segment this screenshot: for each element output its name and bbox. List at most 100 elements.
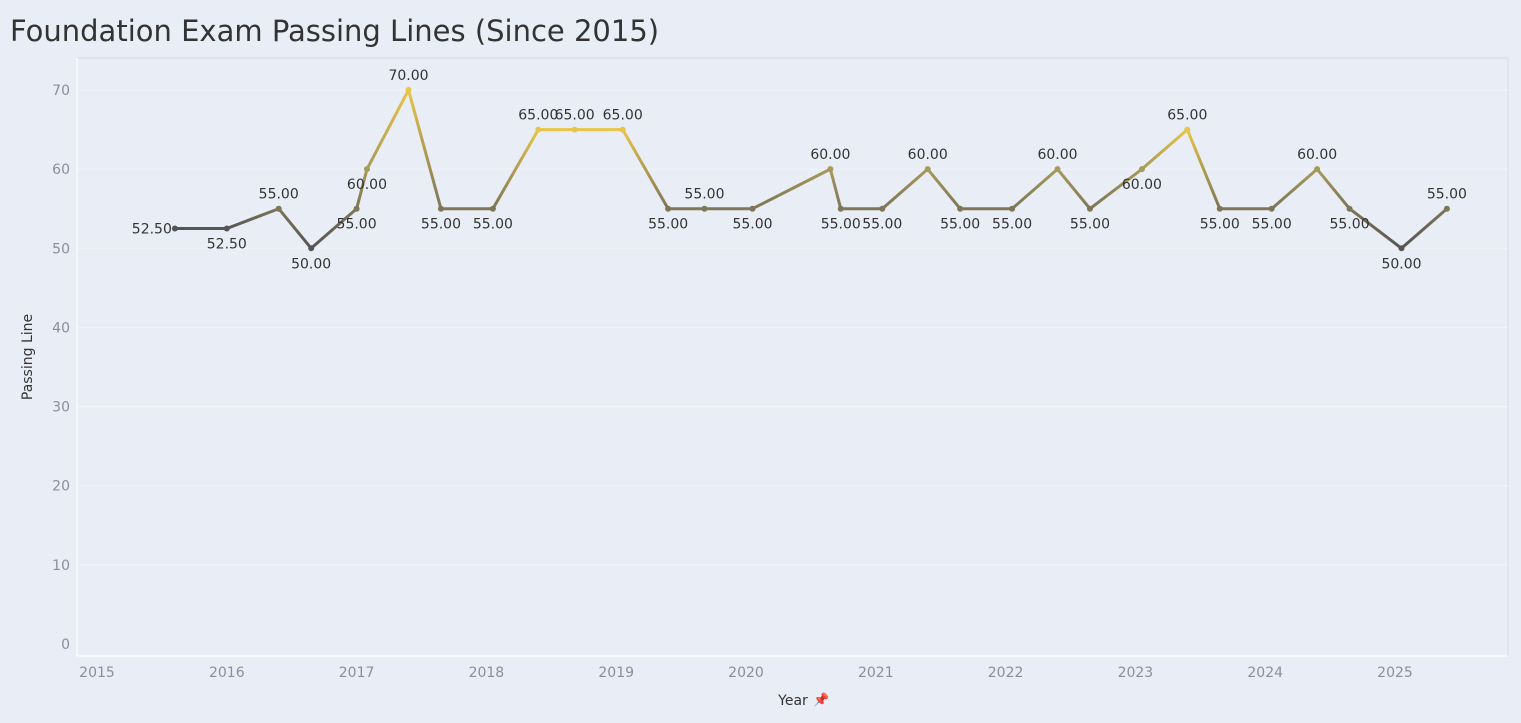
data-label: 60.00 [908, 147, 948, 163]
data-label: 52.50 [207, 237, 247, 253]
series-segment [1270, 167, 1319, 211]
data-point[interactable] [223, 225, 230, 232]
data-label: 65.00 [555, 108, 595, 124]
data-label: 65.00 [603, 108, 643, 124]
data-point[interactable] [489, 205, 496, 212]
y-axis-title: Passing Line [20, 314, 36, 400]
x-tick-label: 2025 [1377, 665, 1413, 681]
data-point[interactable] [924, 166, 931, 173]
y-tick-label: 0 [61, 637, 70, 653]
x-tick-label: 2016 [209, 665, 245, 681]
series-segment [1315, 167, 1352, 211]
data-label: 55.00 [259, 187, 299, 203]
x-tick-label: 2017 [339, 665, 375, 681]
data-label: 60.00 [1037, 147, 1077, 163]
data-point[interactable] [1268, 205, 1275, 212]
data-point[interactable] [1443, 205, 1450, 212]
data-point[interactable] [535, 126, 542, 133]
x-tick-label: 2020 [728, 665, 764, 681]
series-segment [309, 207, 359, 250]
data-point[interactable] [837, 205, 844, 212]
data-point[interactable] [571, 126, 578, 133]
series-segment [750, 167, 832, 211]
data-point[interactable] [749, 205, 756, 212]
data-label: 50.00 [291, 256, 331, 272]
data-point[interactable] [1054, 166, 1061, 173]
data-point[interactable] [665, 205, 672, 212]
data-point[interactable] [879, 205, 886, 212]
page-title: Foundation Exam Passing Lines (Since 201… [10, 14, 660, 48]
data-point[interactable] [619, 126, 626, 133]
data-label: 55.00 [337, 217, 377, 233]
y-tick-label: 40 [52, 320, 70, 336]
data-label: 55.00 [1070, 217, 1110, 233]
x-tick-label: 2024 [1247, 665, 1283, 681]
y-tick-label: 70 [52, 83, 70, 99]
x-axis-ticks: 2015 2016 2017 2018 2019 2020 2021 2022 2023 2024… [79, 665, 1413, 681]
data-point[interactable] [1398, 245, 1405, 252]
data-label: 55.00 [684, 187, 724, 203]
data-label: 55.00 [421, 217, 461, 233]
grid-lines [77, 89, 1508, 566]
data-point[interactable] [1184, 126, 1191, 133]
data-label: 65.00 [518, 108, 558, 124]
data-label: 60.00 [347, 177, 387, 193]
data-point[interactable] [1138, 166, 1145, 173]
data-point[interactable] [1314, 166, 1321, 173]
series-segment [880, 167, 930, 211]
series-segment [1348, 207, 1403, 250]
data-label: 52.50 [132, 222, 172, 238]
data-point[interactable] [363, 166, 370, 173]
data-label: 55.00 [648, 217, 688, 233]
data-point[interactable] [957, 205, 964, 212]
series-segment [407, 88, 443, 211]
series-segment [621, 128, 670, 211]
series-segment [225, 207, 281, 230]
series-segment [1399, 207, 1449, 250]
y-tick-label: 30 [52, 400, 70, 416]
series-segment [365, 88, 411, 171]
x-tick-label: 2023 [1118, 665, 1154, 681]
data-label: 55.00 [992, 217, 1032, 233]
series-segment [277, 207, 313, 250]
data-label: 70.00 [388, 68, 428, 84]
data-point[interactable] [171, 225, 178, 232]
series-segment [828, 167, 843, 211]
data-label: 55.00 [1330, 217, 1370, 233]
data-point[interactable] [1086, 205, 1093, 212]
data-point[interactable] [437, 205, 444, 212]
data-label: 55.00 [940, 217, 980, 233]
x-tick-label: 2021 [858, 665, 894, 681]
data-label: 50.00 [1381, 256, 1421, 272]
data-point[interactable] [353, 205, 360, 212]
series-segment [926, 167, 962, 211]
data-label: 55.00 [732, 217, 772, 233]
data-point[interactable] [308, 245, 315, 252]
y-tick-label: 10 [52, 558, 70, 574]
data-label: 55.00 [1200, 217, 1240, 233]
data-labels: 52.50 52.50 55.00 50.00 55.00 60.00 70.00 55.00… [132, 68, 1467, 272]
pin-icon[interactable]: 📌 [813, 691, 829, 708]
series-segment [1056, 167, 1092, 211]
x-tick-label: 2019 [598, 665, 634, 681]
data-label: 55.00 [1427, 187, 1467, 203]
series-segment [491, 128, 540, 211]
y-axis-ticks: 0 10 20 30 40 50 60 70 [52, 83, 70, 653]
data-label: 55.00 [821, 217, 861, 233]
data-point[interactable] [1216, 205, 1223, 212]
series-points [171, 87, 1450, 252]
data-point[interactable] [1009, 205, 1016, 212]
data-point[interactable] [1346, 205, 1353, 212]
data-point[interactable] [827, 166, 834, 173]
series-segment [1140, 128, 1189, 171]
y-tick-label: 20 [52, 479, 70, 495]
data-label: 65.00 [1167, 108, 1207, 124]
series-line [173, 88, 1449, 250]
series-segment [355, 167, 369, 211]
data-point[interactable] [405, 87, 412, 93]
x-tick-label: 2022 [988, 665, 1024, 681]
series-segment [1010, 167, 1060, 211]
x-axis-title: Year [777, 693, 808, 709]
data-point[interactable] [701, 205, 708, 212]
data-point[interactable] [275, 205, 282, 212]
